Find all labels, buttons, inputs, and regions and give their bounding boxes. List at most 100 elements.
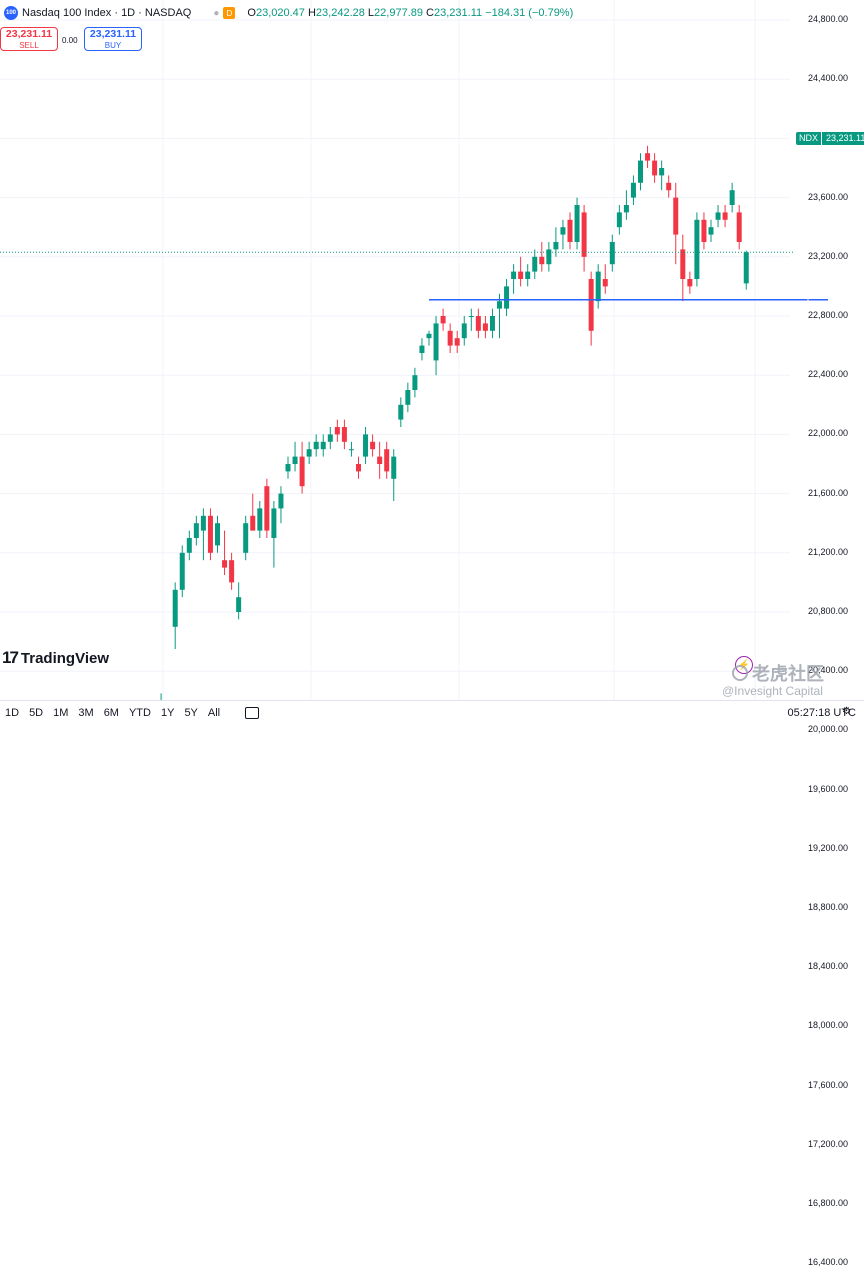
candle (398, 397, 404, 427)
candle (482, 316, 488, 339)
y-tick-label: 19,600.00 (808, 783, 849, 794)
candle (391, 449, 397, 501)
candle-body (482, 323, 488, 331)
candle (574, 197, 580, 250)
candle-body (560, 227, 566, 235)
y-tick-label: 18,800.00 (808, 902, 849, 912)
last-price-tag: NDX 23,231.11 (796, 132, 864, 145)
y-tick-label: 18,000.00 (808, 1020, 849, 1031)
candle-body (694, 219, 700, 279)
candle-body (532, 256, 538, 272)
candle (278, 486, 284, 524)
candlestick-chart[interactable] (0, 0, 864, 700)
candle-body (489, 316, 495, 331)
symbol-badge: 100 (4, 6, 18, 20)
candle (412, 367, 418, 398)
candle-body (722, 212, 728, 220)
candle-body (475, 316, 481, 331)
tradingview-logo[interactable]: 17 TradingView (2, 648, 109, 668)
timeframe-1y[interactable]: 1Y (160, 707, 175, 719)
y-tick-label: 20,400.00 (808, 665, 849, 676)
candle (200, 508, 206, 561)
open-value: 23,020.47 (255, 7, 305, 19)
candle-body (419, 345, 425, 353)
candle-body (299, 456, 305, 487)
candle-body (652, 160, 658, 176)
candle (687, 271, 693, 294)
chart-grid (0, 0, 790, 700)
timeframe-5y[interactable]: 5Y (184, 707, 198, 719)
timeframe-bar: 1D 5D 1M 3M 6M YTD 1Y 5Y All 05:27:18 UTC (0, 700, 864, 725)
candle (186, 530, 192, 561)
candle (715, 205, 721, 228)
candle-body (638, 160, 643, 183)
candle-body (236, 597, 242, 612)
candle-body (356, 464, 361, 472)
candle (306, 441, 312, 464)
timeframe-1d[interactable]: 1D (5, 707, 20, 719)
calendar-icon[interactable] (245, 707, 260, 719)
candle (320, 434, 326, 457)
candle (215, 515, 220, 553)
timeframe-list: 1D 5D 1M 3M 6M YTD 1Y 5Y All (0, 707, 225, 719)
candle-body (391, 456, 397, 479)
candle-body (701, 219, 707, 242)
candle-body (609, 242, 615, 265)
candle-body (468, 316, 474, 317)
sell-button[interactable]: 23,231.11 SELL (0, 27, 58, 51)
candle-body (264, 486, 270, 531)
gear-icon[interactable]: ⚙ (842, 706, 851, 717)
candle (222, 530, 228, 575)
candle (532, 249, 538, 279)
symbol-legend[interactable]: 100 Nasdaq 100 Index · 1D · NASDAQ ● D O… (4, 6, 573, 20)
y-tick-label: 18,400.00 (808, 961, 849, 972)
utc-clock[interactable]: 05:27:18 UTC (787, 707, 856, 719)
spread-value: 0.00 (62, 36, 78, 45)
candle-body (243, 523, 249, 553)
buy-button[interactable]: 23,231.11 BUY (84, 27, 142, 51)
candle-body (257, 508, 263, 531)
eye-icon[interactable]: ● (213, 7, 220, 19)
watermark-sub: @Invesight Capital (722, 684, 823, 698)
candle (348, 441, 354, 457)
candle-body (546, 249, 552, 265)
candle (292, 441, 298, 472)
high-value: 23,242.28 (315, 7, 365, 19)
y-tick-label: 23,600.00 (808, 191, 849, 202)
symbol-title[interactable]: Nasdaq 100 Index · 1D · NASDAQ (22, 7, 192, 19)
candle (356, 456, 361, 479)
candle (285, 456, 291, 479)
timeframe-5d[interactable]: 5D (29, 707, 44, 719)
candle (313, 434, 319, 457)
price-tag-symbol: NDX (796, 132, 822, 145)
candle (652, 153, 658, 183)
timeframe-3m[interactable]: 3M (78, 707, 94, 719)
candle-body (278, 493, 284, 509)
watermark-logo-icon (732, 665, 748, 681)
candle-body (616, 212, 622, 228)
candle-body (327, 434, 333, 442)
buy-price: 23,231.11 (89, 28, 137, 40)
y-tick-label: 24,400.00 (808, 73, 849, 84)
tradingview-mark-icon: 17 (2, 648, 19, 667)
candle-body (447, 330, 453, 346)
candle (602, 264, 608, 294)
ohlc-readout: O23,020.47 H23,242.28 L22,977.89 C23,231… (247, 7, 574, 19)
candle (179, 545, 185, 598)
y-tick-label: 17,200.00 (808, 1138, 849, 1149)
candle (511, 264, 517, 294)
candle (454, 330, 460, 353)
sell-label: SELL (19, 41, 39, 50)
candles-layer (160, 145, 749, 700)
timeframe-1m[interactable]: 1M (53, 707, 69, 719)
candle-body (200, 515, 206, 531)
candle-body (623, 205, 629, 213)
timeframe-ytd[interactable]: YTD (128, 707, 151, 719)
candle-body (370, 441, 376, 450)
candle-body (193, 523, 199, 538)
candle-body (363, 434, 369, 457)
candle-body (440, 316, 446, 324)
candle (567, 212, 573, 250)
timeframe-all[interactable]: All (207, 707, 221, 719)
timeframe-6m[interactable]: 6M (103, 707, 119, 719)
